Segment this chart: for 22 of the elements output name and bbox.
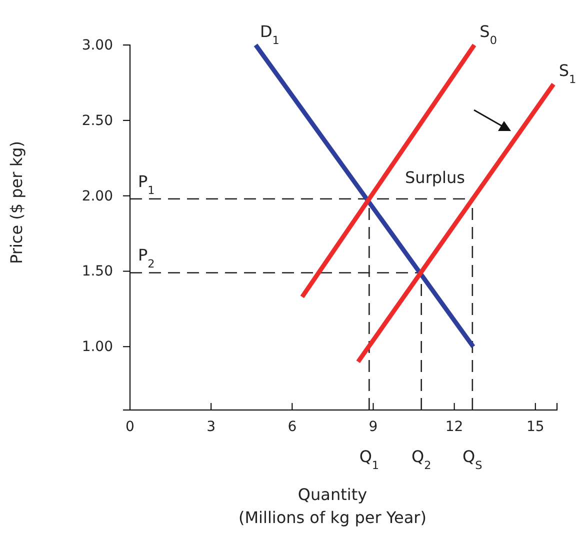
y-tick-label: 2.00 <box>82 188 113 204</box>
y-axis-title: Price ($ per kg) <box>7 141 26 264</box>
ref-line-label: P$_{1}$ <box>138 172 155 196</box>
y-tick-label: 2.50 <box>82 112 113 129</box>
x-tick-label: 12 <box>445 419 464 436</box>
y-tick-label: 1.00 <box>82 339 113 356</box>
series-label: S$_{0}$ <box>480 22 497 46</box>
ref-line-label: Q$_{S}$ <box>462 447 482 472</box>
x-tick-label: 9 <box>368 419 378 436</box>
ref-line-label: P$_{2}$ <box>138 246 155 270</box>
ref-line-label: Q$_{1}$ <box>359 447 380 472</box>
y-tick-label: 1.50 <box>82 264 113 280</box>
series-label: S$_{1}$ <box>558 61 576 86</box>
x-tick-label: 6 <box>288 419 297 436</box>
annotation: Surplus <box>405 168 465 187</box>
x-tick-label: 15 <box>526 419 544 436</box>
x-axis-title: Quantity (Millions of kg per Year) <box>238 485 426 527</box>
x-tick-label: 3 <box>206 419 216 436</box>
y-tick-label: 3.00 <box>82 37 113 54</box>
ref-line-label: Q$_{2}$ <box>411 447 432 472</box>
series-label: D$_{1}$ <box>260 22 280 46</box>
x-tick-label: 0 <box>126 419 134 436</box>
